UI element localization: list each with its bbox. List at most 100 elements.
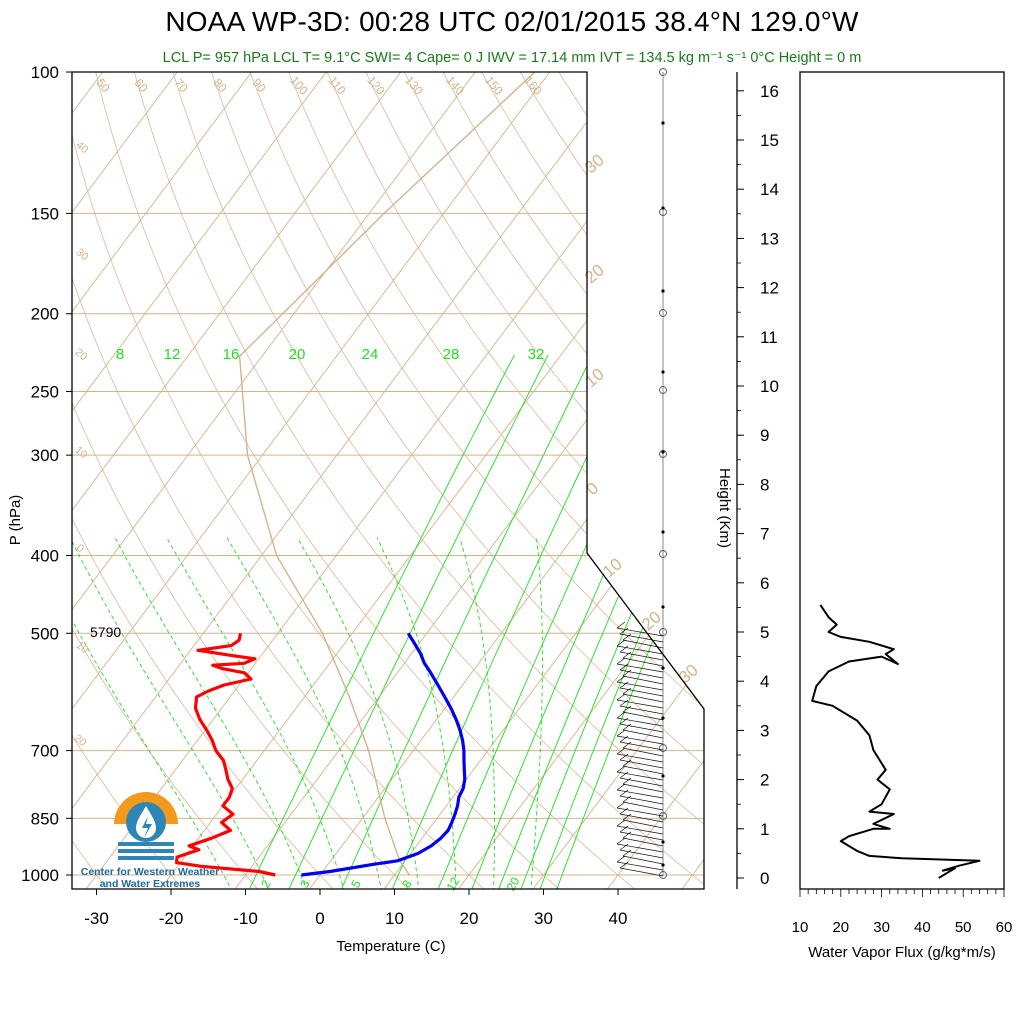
height-tick-label: 7	[760, 525, 769, 544]
logo-wave	[118, 856, 174, 860]
dry-adiabat-label: 140	[443, 73, 467, 98]
isotherm-line	[72, 72, 476, 889]
isotherm-line	[72, 72, 178, 889]
height-tick-label: 0	[760, 869, 769, 888]
dry-adiabat-line	[95, 72, 639, 889]
logo-sun-arc	[114, 792, 178, 824]
isotherm-line	[530, 72, 704, 889]
mixing-ratio-label: 20	[289, 346, 306, 363]
height-tick-label: 5	[760, 623, 769, 642]
wind-barb	[619, 669, 664, 679]
height-tick-label: 8	[760, 475, 769, 494]
isotherm-label: 10	[581, 364, 608, 391]
mixing-ratio-line	[390, 354, 636, 889]
y-tick-label: 500	[31, 624, 59, 643]
isotherm-line	[381, 72, 704, 889]
dry-adiabat-line	[72, 72, 337, 889]
dry-adiabat-line	[211, 72, 704, 889]
wind-barb	[622, 723, 632, 731]
wind-level-circle	[659, 550, 667, 558]
wind-barb	[616, 621, 626, 629]
dry-adiabat-label: 130	[402, 73, 426, 98]
wind-barb	[619, 867, 664, 877]
logo-text: Center for Western Weather and Water Ext…	[70, 866, 230, 890]
dry-adiabat-label: 50	[93, 76, 113, 95]
wind-barb	[616, 717, 664, 727]
skew-t-frame	[71, 71, 705, 890]
wind-barb	[616, 801, 626, 809]
wind-barb	[619, 843, 629, 851]
height-tick-label: 3	[760, 721, 769, 740]
wind-barb	[616, 765, 626, 773]
wind-barb	[616, 753, 664, 763]
height-axis-label: Height (Km)	[716, 468, 733, 548]
moist-adiabat-line	[72, 537, 271, 889]
isotherm-label: 30	[73, 246, 90, 263]
wind-level-dot	[661, 121, 665, 125]
wind-level-circle	[659, 309, 667, 317]
wind-level-dot	[661, 206, 665, 210]
wind-barb	[619, 825, 629, 833]
dry-adiabat-line	[133, 72, 704, 889]
wind-barb	[619, 723, 664, 733]
wind-barb	[622, 639, 664, 649]
wind-barb	[616, 699, 664, 709]
wind-barb	[616, 807, 664, 817]
moist-adiabat-line	[114, 537, 308, 889]
parcel-trace-line	[238, 72, 536, 876]
moist-adiabat-line	[376, 537, 457, 889]
wind-level-dot	[661, 863, 665, 867]
wind-barb	[616, 771, 664, 781]
wind-barb	[622, 729, 664, 739]
y-tick-label: 200	[31, 305, 59, 324]
isotherm-line	[83, 72, 700, 889]
flux-tick-label: 60	[996, 919, 1013, 936]
x-tick-label: 20	[460, 909, 479, 928]
wind-level-circle	[659, 386, 667, 394]
logo-wave	[118, 842, 174, 846]
dry-adiabat-line	[404, 72, 704, 889]
wind-barb	[622, 855, 664, 865]
moist-adiabat-line	[72, 537, 234, 889]
wind-barb	[622, 747, 664, 757]
moist-adiabat-line	[166, 537, 345, 889]
height-tick-label: 16	[760, 82, 779, 101]
dry-adiabat-line	[596, 72, 704, 889]
wind-barb	[616, 729, 626, 737]
isotherm-line	[72, 72, 327, 889]
wind-barb	[622, 849, 632, 857]
mixing-ratio-label: 12	[164, 346, 181, 363]
wind-barb	[616, 747, 626, 755]
wind-barb	[616, 861, 664, 871]
wind-barb	[619, 627, 629, 635]
logo-wave	[118, 849, 174, 853]
wind-barb	[616, 645, 664, 655]
wind-barb	[622, 837, 664, 847]
y-tick-label: 250	[31, 383, 59, 402]
isotherm-label: 30	[675, 660, 702, 687]
wind-level-dot	[661, 774, 665, 778]
wind-barb	[619, 705, 664, 715]
wind-level-dot	[661, 530, 665, 534]
wind-barb	[619, 813, 664, 823]
wind-barb	[619, 753, 629, 761]
wind-barb	[622, 669, 632, 677]
wind-barb	[616, 663, 664, 673]
wind-barb	[616, 639, 626, 647]
wind-barb	[619, 789, 629, 797]
wind-barb	[619, 795, 664, 805]
isotherm-label: 0	[74, 542, 86, 555]
chart-subtitle: LCL P= 957 hPa LCL T= 9.1°C SWI= 4 Cape=…	[162, 50, 862, 66]
height-tick-label: 12	[760, 279, 779, 298]
y-tick-label: 150	[31, 204, 59, 223]
mixing-ratio-label: 20	[504, 874, 523, 893]
y-axis-label: P (hPa)	[7, 495, 24, 546]
y-tick-label: 1000	[21, 866, 59, 885]
isotherm-line	[72, 72, 402, 889]
height-tick-label: 4	[760, 672, 769, 691]
wind-barb	[622, 819, 664, 829]
dry-adiabat-line	[558, 72, 704, 889]
wind-level-dot	[661, 666, 665, 670]
wind-level-circle	[659, 628, 667, 636]
dewpoint-profile-line	[301, 632, 467, 877]
